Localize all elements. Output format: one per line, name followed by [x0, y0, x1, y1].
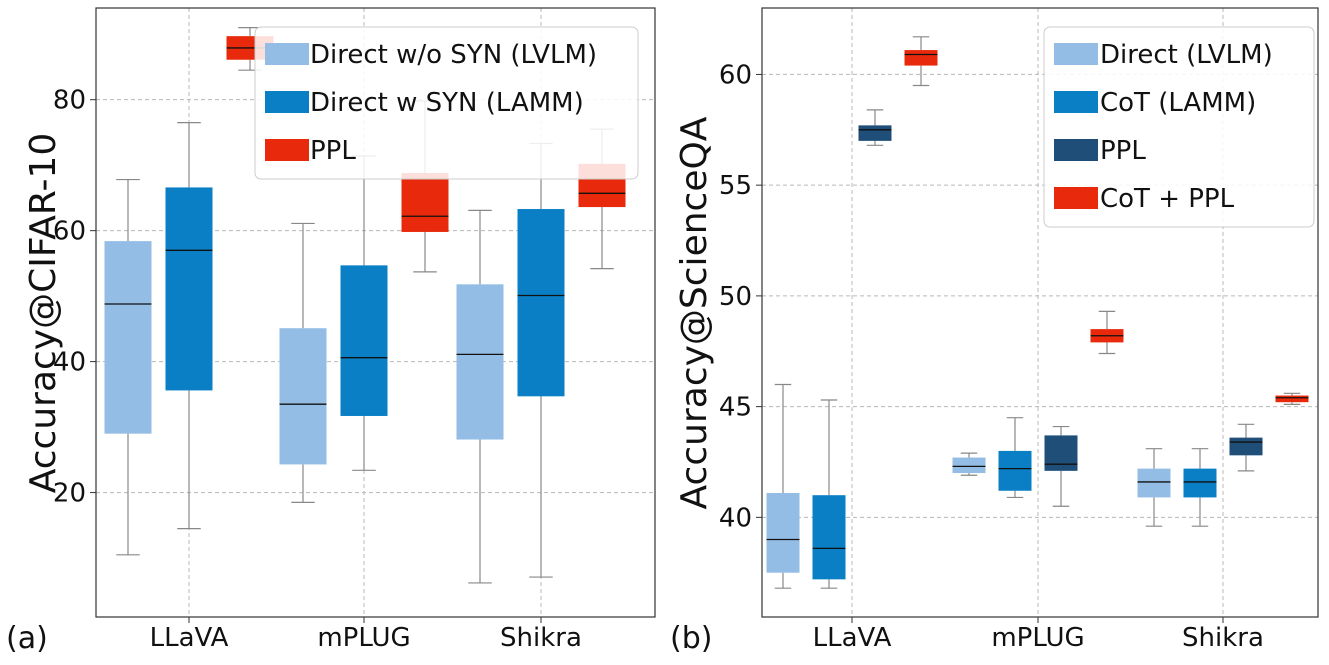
box-plot: [340, 155, 388, 471]
y-tick-label: 20: [53, 479, 86, 509]
y-tick-label: 80: [53, 86, 86, 116]
box-plot: [1275, 392, 1309, 406]
box-plot: [165, 121, 213, 530]
legend-label: Direct w SYN (LAMM): [310, 88, 584, 118]
box: [1044, 435, 1078, 471]
box: [165, 187, 213, 391]
panel-b-chart: 40 45 50 55 60 LLaVA mPLUG Shikra Accuracy@Scien…: [674, 7, 1319, 653]
box-plot: [952, 452, 986, 476]
box: [456, 284, 504, 440]
box-plot: [456, 209, 504, 584]
y-axis-label: Accuracy@ScienceQA: [674, 116, 715, 509]
panel-label-a: (a): [6, 621, 48, 656]
legend-swatch: [265, 91, 309, 113]
legend-swatch: [1054, 43, 1098, 65]
legend-label: CoT + PPL: [1100, 184, 1235, 214]
box-plot: [401, 100, 449, 273]
box: [517, 209, 565, 397]
x-tick-label: Shikra: [1182, 623, 1264, 653]
x-tick-label: LLaVA: [813, 623, 892, 653]
legend-label: PPL: [1100, 136, 1146, 166]
panel-a-chart: 20 40 60 80 LLaVA mPLUG Shikra Accuracy@CIFAR-1…: [23, 7, 656, 653]
box: [904, 50, 938, 66]
box: [1275, 395, 1309, 403]
y-axis-label: Accuracy@CIFAR-10: [23, 133, 64, 494]
box-plot: [279, 222, 327, 504]
y-tick-label: 60: [719, 60, 752, 90]
box: [766, 492, 800, 573]
legend-swatch: [265, 43, 309, 65]
plot-frame: [761, 7, 1319, 618]
legend-box: [254, 26, 639, 180]
box-plot: [104, 178, 152, 556]
box-plot: [812, 399, 846, 589]
box: [401, 173, 449, 232]
box: [812, 495, 846, 580]
y-tick-label: 40: [53, 348, 86, 378]
legend-label: PPL: [310, 136, 356, 166]
legend-label: CoT (LAMM): [1100, 88, 1256, 118]
box-plot: [1044, 425, 1078, 507]
box: [340, 265, 388, 416]
legend-box: [1043, 26, 1315, 228]
box-plot: [1229, 423, 1263, 472]
legend-swatch: [1054, 187, 1098, 209]
box: [998, 450, 1032, 491]
box: [279, 328, 327, 465]
panel-label-b: (b): [670, 621, 712, 656]
x-tick-label: mPLUG: [991, 623, 1084, 653]
legend-label: Direct (LVLM): [1100, 40, 1273, 70]
legend-label: Direct w/o SYN (LVLM): [310, 40, 597, 70]
box-plot: [904, 36, 938, 87]
box-plot: [766, 383, 800, 589]
y-tick-label: 45: [719, 393, 752, 423]
box-plot: [858, 109, 892, 146]
box-plot: [1090, 310, 1124, 355]
box: [858, 125, 892, 141]
box: [104, 241, 152, 434]
plot-frame: [95, 7, 656, 618]
box: [1229, 437, 1263, 456]
legend: Direct w/o SYN (LVLM) Direct w SYN (LAMM)…: [254, 26, 639, 180]
legend: Direct (LVLM) CoT (LAMM) PPL CoT + PPL: [1043, 26, 1315, 228]
y-tick-label: 60: [53, 217, 86, 247]
box: [1137, 468, 1171, 498]
y-tick-label: 40: [719, 503, 752, 533]
box-plot: [1137, 448, 1171, 527]
legend-swatch: [1054, 139, 1098, 161]
box-plot: [517, 142, 565, 578]
box-plot: [998, 417, 1032, 499]
y-tick-label: 50: [719, 282, 752, 312]
box-plot: [1183, 448, 1217, 527]
legend-swatch: [265, 139, 309, 161]
x-tick-label: Shikra: [500, 623, 582, 653]
y-tick-label: 55: [719, 171, 752, 201]
x-tick-label: mPLUG: [317, 623, 410, 653]
x-tick-label: LLaVA: [150, 623, 229, 653]
legend-swatch: [1054, 91, 1098, 113]
box: [1183, 468, 1217, 498]
box: [952, 457, 986, 474]
